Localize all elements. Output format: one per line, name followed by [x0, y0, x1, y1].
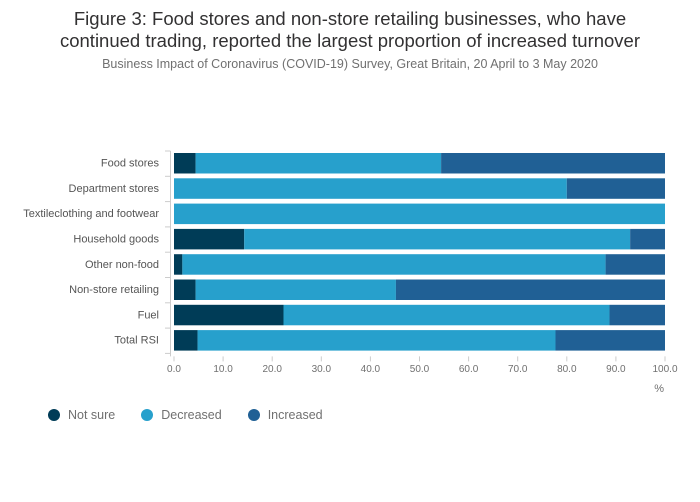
category-label: Non-store retailing — [69, 284, 159, 296]
x-tick-label: 30.0 — [312, 364, 332, 375]
x-tick-label: 70.0 — [508, 364, 528, 375]
bar-segment-decreased — [197, 330, 556, 351]
x-axis-label: % — [654, 383, 664, 395]
bar-segment-increased — [630, 228, 665, 250]
legend-item-not-sure[interactable]: Not sure — [48, 408, 115, 422]
chart-subtitle: Business Impact of Coronavirus (COVID-19… — [102, 57, 598, 71]
category-label: Food stores — [101, 158, 160, 170]
bar-segment-increased — [441, 153, 665, 174]
bar-segment-not-sure — [174, 254, 183, 275]
bar-segment-increased — [395, 279, 665, 300]
bar-segment-decreased — [182, 254, 606, 275]
legend-label-decreased: Decreased — [161, 408, 222, 422]
x-tick-label: 50.0 — [410, 364, 430, 375]
bar-segment-decreased — [283, 304, 610, 326]
x-tick-label: 40.0 — [361, 364, 381, 375]
chart-legend: Not sure Decreased Increased — [48, 408, 349, 422]
chart-title: Figure 3: Food stores and non-store reta… — [0, 8, 700, 52]
x-tick-label: 10.0 — [213, 364, 233, 375]
x-tick-label: 80.0 — [557, 364, 577, 375]
category-label: Textileclothing and footwear — [23, 208, 159, 220]
bar-segment-decreased — [244, 228, 631, 250]
x-tick-label: 90.0 — [606, 364, 626, 375]
bar-segment-increased — [566, 178, 665, 199]
chart-title-line-1: Figure 3: Food stores and non-store reta… — [73, 8, 627, 29]
chart-title-line-2: continued trading, reported the largest … — [59, 30, 641, 51]
x-tick-label: 60.0 — [459, 364, 479, 375]
bar-segment-decreased — [195, 153, 442, 174]
bar-segment-not-sure — [174, 304, 284, 326]
bar-segment-decreased — [174, 178, 567, 199]
bar-segment-increased — [605, 254, 665, 275]
category-label: Household goods — [73, 233, 159, 245]
legend-swatch-not-sure — [48, 409, 60, 421]
legend-label-not-sure: Not sure — [68, 408, 116, 422]
bar-segment-not-sure — [174, 153, 196, 174]
x-tick-label: 0.0 — [167, 364, 181, 375]
bar-segment-not-sure — [174, 279, 196, 300]
legend-item-increased[interactable]: Increased — [247, 408, 323, 422]
bar-segment-not-sure — [174, 228, 245, 250]
legend-item-decreased[interactable]: Decreased — [141, 408, 222, 422]
x-tick-label: 20.0 — [262, 364, 282, 375]
bar-segment-not-sure — [174, 330, 198, 351]
x-tick-label: 100.0 — [652, 364, 677, 375]
bar-segment-decreased — [195, 279, 396, 300]
bar-segment-increased — [609, 304, 665, 326]
legend-swatch-decreased — [141, 409, 154, 421]
category-label: Other non-food — [85, 259, 159, 271]
legend-swatch-increased — [247, 409, 260, 421]
category-label: Fuel — [138, 309, 159, 321]
category-label: Total RSI — [114, 335, 159, 347]
category-label: Department stores — [69, 183, 160, 195]
bar-segment-decreased — [174, 203, 665, 225]
legend-label-increased: Increased — [267, 408, 323, 422]
bar-segment-increased — [555, 330, 665, 351]
